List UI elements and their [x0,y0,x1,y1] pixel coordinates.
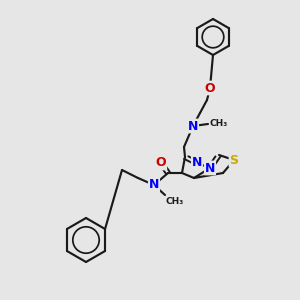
Text: N: N [149,178,159,191]
Text: N: N [205,161,215,175]
Text: S: S [230,154,238,166]
Text: O: O [205,82,215,94]
Text: N: N [192,157,202,169]
Text: O: O [156,157,166,169]
Text: N: N [188,119,198,133]
Text: CH₃: CH₃ [166,197,184,206]
Text: CH₃: CH₃ [210,119,228,128]
